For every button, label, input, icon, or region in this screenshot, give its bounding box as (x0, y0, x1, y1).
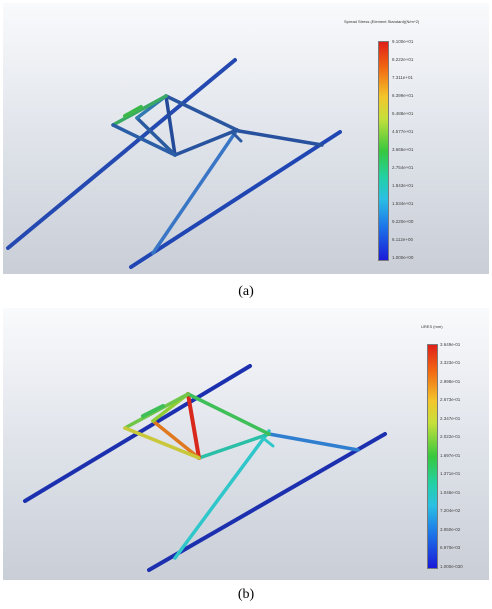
legend-tick: 5.488e+01 (392, 111, 414, 116)
upper-rail (6, 58, 237, 250)
frame-member (186, 392, 271, 436)
frame-member (186, 392, 201, 460)
legend-tick: 7.204e-02 (440, 508, 461, 513)
legend-tick: 3.665e+01 (392, 147, 414, 152)
frame-member (237, 129, 324, 147)
frame-member (123, 105, 143, 118)
legend-tick: 2.998e-01 (440, 379, 461, 384)
legend-tick: 3.950e-02 (440, 527, 461, 532)
figure-caption-b: (b) (237, 587, 255, 602)
frame-member (197, 432, 271, 460)
stress-plot-panel: Spread Stress (Element Standard)(N/m^2) … (3, 3, 489, 274)
frame-member (231, 131, 243, 143)
legend-tick: 3.323e-01 (440, 360, 461, 365)
legend-tick: 4.577e+01 (392, 129, 414, 134)
frame-member (267, 432, 360, 452)
legend-tick: 1.046e-01 (440, 490, 461, 495)
frame-member (151, 419, 201, 460)
frame-member (111, 94, 168, 127)
legend-tick: 7.311e+01 (392, 75, 414, 80)
legend-tick: 2.754e+01 (392, 165, 414, 170)
legend-tick: 1.843e+01 (392, 183, 414, 188)
frame-member (141, 404, 165, 418)
frame-member (261, 436, 275, 448)
lower-rail (129, 130, 342, 269)
legend-tick: 6.112e+00 (392, 237, 414, 242)
frame-member (173, 128, 239, 157)
frame-member (135, 116, 177, 157)
frame-member (173, 429, 271, 560)
legend-tick: 9.220e+00 (392, 219, 414, 224)
legend-tick: 2.347e-01 (440, 416, 461, 421)
legend-tick-labels: 3.649e-01 3.323e-01 2.998e-01 2.673e-01 … (440, 342, 489, 570)
legend-tick: 1.534e+01 (392, 201, 414, 206)
frame-member (123, 426, 201, 460)
legend-tick: 2.673e-01 (440, 397, 461, 402)
displacement-plot-panel: URES (mm) 3.649e-01 3.323e-01 2.998e-01 … (3, 308, 489, 580)
displacement-colorbar (427, 344, 438, 569)
figure-caption-a: (a) (238, 284, 254, 299)
legend-title: URES (mm) (421, 324, 443, 329)
legend-tick: 3.649e-01 (440, 342, 461, 347)
stress-colorbar (378, 41, 389, 261)
legend-tick: 9.100e+01 (392, 39, 414, 44)
legend-tick: 1.000e+00 (392, 255, 414, 260)
legend-tick: 1.697e-01 (440, 453, 461, 458)
legend-tick: 2.022e-01 (440, 434, 461, 439)
legend-tick: 6.970e-03 (440, 545, 461, 550)
lower-rail (147, 432, 387, 572)
legend-tick: 6.399e+01 (392, 93, 414, 98)
frame-member (111, 123, 177, 157)
legend-tick: 1.371e-01 (440, 471, 461, 476)
frame-member (164, 94, 177, 157)
legend-tick: 1.000e-030 (440, 564, 463, 569)
legend-tick-labels: 9.100e+01 8.222e+01 7.311e+01 6.399e+01 … (392, 39, 442, 261)
frame-model-stress (6, 58, 342, 269)
frame-member (164, 94, 241, 133)
frame-model-displacement (23, 364, 387, 572)
legend-tick: 8.222e+01 (392, 57, 414, 62)
legend-title: Spread Stress (Element Standard)(N/m^2) (344, 19, 420, 24)
frame-member (151, 128, 239, 255)
